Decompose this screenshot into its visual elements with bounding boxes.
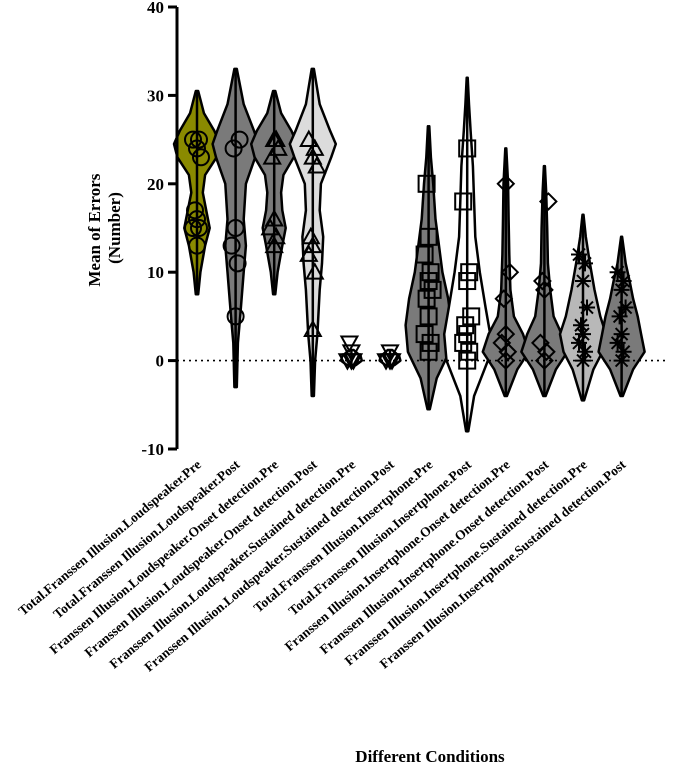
data-point-1-7 [188,139,206,158]
data-point-11-8 [577,255,593,272]
data-point-7-3 [415,325,434,344]
data-point-10-5 [532,271,552,291]
data-point-7-10 [419,227,438,246]
data-point-1-8 [190,130,208,149]
data-point-11-5 [573,317,589,334]
data-point-10-3 [530,333,550,353]
data-point-8-10 [458,139,477,158]
data-point-11-2 [577,343,593,360]
data-point-1-3 [184,219,202,237]
data-point-11-7 [575,273,591,290]
data-point-9-4 [496,324,516,344]
data-point-12-8 [615,273,632,290]
data-point-9-1 [496,351,516,371]
y-tick-label-1: -10 [141,440,164,459]
data-point-12-5 [611,308,628,325]
y-tick-label-4: 20 [147,175,164,194]
data-point-1-5 [186,201,204,220]
data-point-8-9 [454,192,473,211]
data-point-11-6 [579,299,595,316]
data-point-10-6 [538,192,558,211]
data-point-1-4 [188,210,206,229]
y-tick-label-5: 30 [147,86,164,105]
data-point-7-11 [417,174,436,193]
data-point-3-5 [262,147,282,165]
data-point-11-1 [575,352,591,369]
y-tick-label-3: 10 [147,263,164,282]
data-point-2-2 [228,254,247,273]
data-point-7-9 [415,245,434,264]
data-point-6-4 [380,344,400,362]
data-point-11-4 [575,326,591,343]
data-point-9-7 [496,174,516,194]
data-point-11-3 [571,334,587,351]
data-point-3-3 [260,217,280,236]
data-point-2-1 [226,307,245,326]
data-point-11-9 [571,246,587,263]
data-point-12-7 [613,281,630,298]
y-tick-label-2: 0 [156,352,165,371]
data-point-12-9 [609,264,626,281]
data-point-4-7 [303,147,323,165]
data-point-4-9 [299,129,319,147]
data-point-10-4 [534,280,554,300]
data-point-3-8 [266,129,286,147]
data-point-1-9 [184,130,202,149]
x-axis-title: Different Conditions [355,747,505,766]
data-point-4-1 [303,319,323,338]
data-point-12-2 [615,343,632,360]
data-point-2-5 [224,139,243,158]
data-point-12-4 [613,326,630,343]
data-point-1-6 [192,148,210,167]
data-point-5-5 [339,335,360,353]
data-point-4-3 [299,244,319,262]
points-layer [184,129,634,371]
data-point-12-3 [609,334,626,351]
data-point-7-4 [419,307,438,326]
data-point-9-6 [500,262,520,282]
data-point-2-4 [226,219,245,237]
data-point-1-1 [188,236,206,255]
x-tick-labels: Total.Franssen Illusion.Loudspeaker.PreT… [15,456,629,674]
data-point-9-5 [494,289,514,309]
y-tick-label-6: 40 [147,0,164,17]
data-point-4-2 [305,262,325,280]
y-axis-title: Mean of Errors (Number) [85,169,124,286]
data-point-10-1 [534,351,554,371]
data-point-4-4 [303,235,323,254]
data-point-8-6 [462,307,481,326]
data-point-4-5 [301,226,321,245]
data-point-7-8 [421,263,440,282]
axes-layer: -10 0 10 20 30 40 [141,0,179,459]
data-point-4-6 [307,156,327,174]
data-point-1-2 [190,219,208,237]
data-point-8-8 [460,263,479,282]
data-point-4-8 [305,138,325,156]
data-point-12-6 [617,299,634,316]
data-point-2-3 [222,236,241,255]
data-point-3-1 [264,235,284,254]
data-point-3-2 [266,226,286,245]
data-point-3-4 [264,209,284,227]
data-point-2-6 [230,130,249,149]
data-point-3-6 [268,138,288,156]
